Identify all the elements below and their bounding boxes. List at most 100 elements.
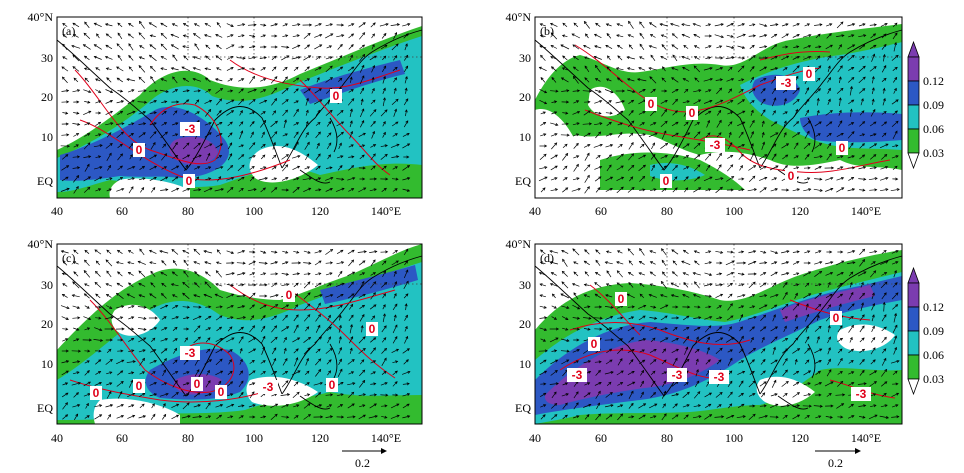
wind-vector-arrowhead	[740, 326, 743, 330]
wind-vector-arrowhead	[752, 281, 756, 285]
wind-vector-arrow	[714, 34, 724, 38]
wind-vector-arrowhead	[762, 358, 766, 363]
wind-vector-arrowhead	[65, 154, 69, 158]
wind-vector-arrow	[293, 324, 299, 334]
wind-vector-arrow	[792, 87, 800, 95]
panel-b: (b) -3 0 0 0 0 -3 0 0 0 40 60 80 100 120…	[506, 10, 944, 218]
wind-vector-arrowhead	[193, 248, 197, 252]
wind-vector-arrow	[704, 153, 712, 161]
wind-vector-arrow	[869, 143, 877, 149]
wind-vector-arrow	[550, 177, 558, 181]
wind-vector-arrowhead	[682, 294, 686, 297]
wind-vector-arrow	[215, 338, 223, 342]
wind-vector-arrow	[106, 270, 112, 278]
wind-vector-arrow	[348, 259, 354, 267]
wind-vector-arrow	[771, 261, 777, 265]
wind-vector-arrowhead	[160, 43, 164, 47]
wind-vector-arrow	[271, 66, 277, 72]
wind-vector-arrowhead	[808, 293, 812, 297]
wind-vector-arrow	[584, 294, 590, 298]
wind-vector-arrow	[315, 392, 321, 398]
wind-vector-arrow	[402, 177, 410, 181]
wind-vector-arrow	[150, 142, 156, 150]
wind-vector-arrow	[870, 359, 876, 365]
wind-vector-arrow	[325, 294, 333, 298]
wind-vector-arrowhead	[818, 65, 822, 69]
wind-vector-arrow	[139, 371, 145, 375]
wind-vector-arrow	[661, 34, 667, 38]
wind-vector-arrowhead	[708, 294, 712, 298]
wind-vector-arrowhead	[796, 250, 800, 254]
wind-vector-arrowhead	[718, 164, 722, 168]
wind-vector-arrowhead	[882, 53, 886, 58]
wind-vector-arrow	[348, 188, 354, 192]
wind-vector-arrow	[737, 45, 745, 49]
wind-vector-arrowhead	[619, 358, 623, 362]
wind-vector-arrow	[694, 349, 700, 353]
svg-text:-3: -3	[714, 370, 725, 384]
wind-vector-arrowhead	[740, 380, 744, 384]
contour-label: -3	[851, 387, 871, 401]
wind-vector-arrowhead	[77, 122, 81, 126]
wind-vector-arrowhead	[752, 34, 757, 38]
wind-vector-arrowhead	[297, 44, 301, 48]
wind-vector-arrow	[404, 55, 408, 61]
wind-vector-arrow	[661, 371, 667, 375]
wind-vector-arrow	[260, 120, 266, 128]
wind-vector-arrow	[247, 24, 257, 26]
wind-vector-arrowhead	[630, 132, 634, 136]
colorbar-top-segment	[907, 104, 920, 130]
wind-vector-arrow	[550, 23, 558, 27]
wind-vector-arrow	[73, 34, 79, 38]
wind-vector-arrow	[128, 349, 134, 353]
wind-vector-arrow	[661, 109, 667, 117]
wind-vector-arrow	[561, 359, 569, 365]
wind-vector-arrow	[605, 176, 613, 182]
wind-vector-arrow	[817, 98, 819, 106]
wind-vector-arrowhead	[819, 270, 823, 274]
wind-vector-arrow	[392, 133, 398, 137]
wind-vector-arrowhead	[661, 77, 665, 81]
wind-vector-arrow	[215, 133, 223, 137]
wind-vector-arrow	[139, 358, 145, 366]
wind-vector-arrow	[315, 153, 321, 161]
wind-vector-arrow	[260, 405, 266, 407]
wind-vector-arrow	[639, 33, 645, 39]
wind-vector-arrowhead	[153, 154, 158, 158]
wind-vector-arrowhead	[639, 21, 643, 25]
wind-vector-arrow	[193, 294, 201, 298]
wind-vector-arrowhead	[153, 305, 157, 308]
wind-vector-arrowhead	[672, 54, 676, 58]
wind-vector-arrowhead	[751, 44, 755, 48]
wind-vector-arrow	[660, 143, 668, 149]
wind-vector-arrowhead	[752, 404, 756, 408]
wind-vector-arrow	[303, 262, 311, 264]
wind-vector-arrowhead	[643, 154, 647, 158]
wind-vector-arrow	[105, 100, 113, 104]
wind-vector-arrowhead	[251, 176, 255, 180]
wind-vector-arrow	[71, 382, 81, 386]
wind-vector-arrow	[891, 261, 899, 265]
wind-vector-arrow	[771, 76, 777, 84]
wind-vector-arrowhead	[284, 119, 287, 123]
wind-vector-arrow	[150, 305, 156, 309]
wind-vector-arrowhead	[851, 382, 855, 385]
wind-vector-arrow	[401, 371, 411, 375]
wind-vector-arrowhead	[539, 261, 543, 265]
wind-vector-arrowhead	[808, 271, 812, 275]
wind-vector-arrowhead	[109, 358, 113, 362]
wind-vector-arrow	[72, 156, 80, 158]
wind-vector-arrow	[860, 302, 864, 312]
wind-vector-arrowhead	[605, 23, 609, 27]
wind-vector-arrow	[704, 316, 712, 320]
wind-vector-arrowhead	[841, 403, 845, 406]
wind-vector-arrowhead	[120, 89, 124, 93]
wind-vector-arrow	[204, 281, 212, 289]
wind-vector-arrow	[269, 294, 279, 298]
wind-vector-arrow	[803, 293, 811, 299]
wind-vector-arrowhead	[561, 67, 566, 71]
wind-vector-arrow	[725, 260, 735, 266]
wind-vector-arrowhead	[720, 337, 724, 341]
wind-vector-arrowhead	[340, 66, 344, 70]
wind-vector-arrowhead	[794, 314, 798, 318]
